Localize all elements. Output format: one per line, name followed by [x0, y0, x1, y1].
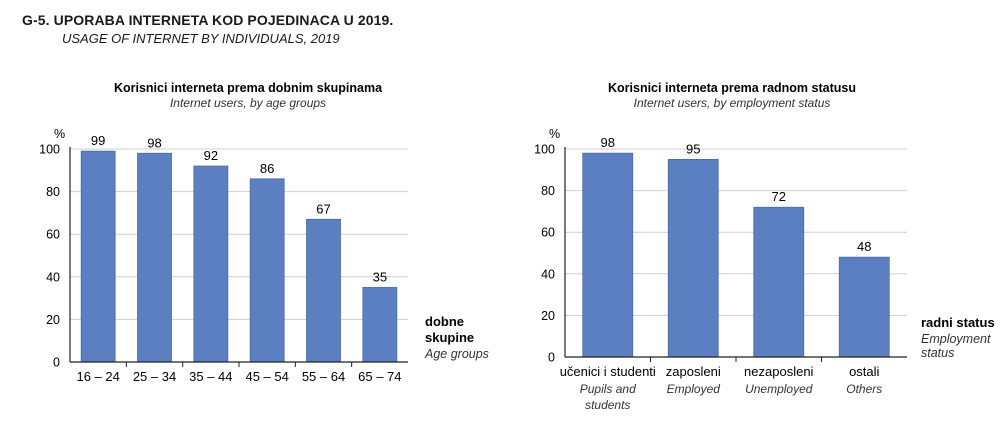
chart-age-axis: 0 20 40 60 80 100 16 – 24 25 – 34 35 – 44 45 – 54…	[39, 143, 408, 384]
chart-age-xlabel-en: Age groups	[424, 347, 489, 361]
chart-age-grid	[70, 148, 408, 320]
chart-age-data-label: 35	[373, 269, 387, 284]
chart-emp-xlabel-en-line-2: status	[921, 346, 954, 360]
chart-age-ytick-label: 40	[46, 270, 60, 284]
chart-age-bars: 99 98 92 86 67 35	[80, 133, 398, 363]
chart-age-ytick-label: 0	[53, 356, 60, 370]
figure-subtitle: USAGE OF INTERNET BY INDIVIDUALS, 2019	[62, 31, 340, 46]
chart-emp-data-label: 98	[601, 135, 615, 150]
chart-emp-data-label: 95	[686, 141, 700, 156]
chart-emp-xlabel: radni status	[921, 315, 995, 330]
chart-age-data-label: 92	[204, 148, 218, 163]
chart-age-category-label: 25 – 34	[133, 369, 176, 384]
chart-emp-category-label: zaposleni	[666, 364, 721, 379]
chart-emp-category-label-en: Employed	[667, 382, 721, 396]
chart-age-category-label: 16 – 24	[76, 369, 119, 384]
chart-emp-category-label-en: Pupils and	[580, 382, 636, 396]
chart-emp-bar	[667, 158, 719, 358]
chart-emp-bar	[582, 152, 634, 358]
figure-title: G-5. UPORABA INTERNETA KOD POJEDINACA U …	[22, 12, 394, 28]
chart-age-data-label: 98	[147, 135, 161, 150]
chart-emp-data-label: 48	[857, 239, 871, 254]
chart-emp-ytick-label: 20	[541, 309, 555, 323]
chart-age-xlabel-line-1: dobne	[425, 314, 464, 329]
chart-age-ytick-label: 60	[46, 228, 60, 242]
chart-age-title: Korisnici interneta prema dobnim skupina…	[114, 81, 383, 95]
chart-emp-category-label-en: Unemployed	[745, 382, 813, 396]
chart-age-ytick-label: 80	[46, 185, 60, 199]
chart-age-ytick-label: 20	[46, 313, 60, 327]
chart-emp-ytick-label: 80	[541, 184, 555, 198]
chart-emp-bars: 98 95 72 48	[582, 135, 890, 358]
chart-emp-data-label: 72	[772, 189, 786, 204]
chart-emp-xlabel-en-line-1: Employment	[921, 332, 991, 346]
chart-emp-subtitle: Internet users, by employment status	[634, 96, 831, 110]
chart-emp-title: Korisnici interneta prema radnom statusu	[608, 81, 856, 95]
chart-age-xlabel-line-2: skupine	[425, 330, 474, 345]
chart-age-bar	[80, 150, 116, 363]
chart-emp-category-label: nezaposleni	[744, 364, 813, 379]
chart-emp-ytick-label: 60	[541, 226, 555, 240]
chart-age-data-label: 67	[316, 201, 330, 216]
chart-age-data-label: 99	[91, 133, 105, 148]
chart-age-category-label: 55 – 64	[302, 369, 345, 384]
chart-age-category-label: 65 – 74	[358, 369, 401, 384]
chart-age-category-label: 45 – 54	[245, 369, 288, 384]
chart-age-subtitle: Internet users, by age groups	[170, 96, 326, 110]
chart-emp-category-label-en: Others	[846, 382, 882, 396]
chart-emp-axis: 0 20 40 60 80 100 učenici i studenti Pupils and…	[534, 143, 907, 412]
chart-age-data-label: 86	[260, 161, 274, 176]
chart-emp-ylabel: %	[549, 127, 560, 141]
chart-emp-bar	[838, 256, 890, 358]
chart-age-bar	[137, 152, 172, 363]
chart-age-bar	[193, 165, 229, 363]
chart-emp-ytick-label: 0	[548, 351, 555, 365]
chart-emp-category-label: učenici i studenti	[560, 364, 656, 379]
chart-age-ytick-label: 100	[39, 143, 60, 157]
chart-emp-ytick-label: 100	[534, 143, 555, 157]
chart-age-bar	[249, 178, 285, 363]
chart-age-bar	[362, 287, 398, 363]
chart-emp-ytick-label: 40	[541, 267, 555, 281]
chart-age-groups: Korisnici interneta prema dobnim skupina…	[39, 81, 489, 384]
chart-employment: Korisnici interneta prema radnom statusu…	[534, 81, 995, 412]
chart-emp-category-label: ostali	[849, 364, 879, 379]
chart-emp-bar	[753, 206, 805, 358]
chart-age-category-label: 35 – 44	[189, 369, 232, 384]
chart-emp-category-label-en: students	[585, 398, 630, 412]
chart-age-bar	[306, 218, 341, 363]
chart-age-ylabel: %	[54, 127, 65, 141]
